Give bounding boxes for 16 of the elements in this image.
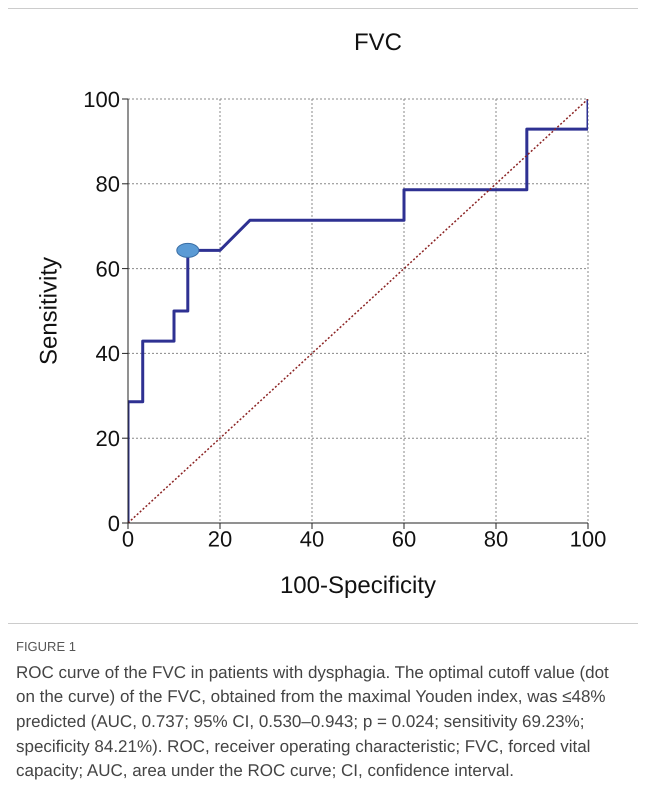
x-tick-label: 40 [300,526,324,552]
x-axis-title: 100-Specificity [280,572,436,599]
text: ROC curve of the FVC in patients with dysphagia. The optimal cutoff value (dot on the curve) of the FVC, obtained from the maximal Youden index, was ≤48% predicted (AUC, 0.737; 95% CI, 0.530–0.943; p = 0.024; sensitivity 69.23%; specificity 84.21%). ROC, receiver operating characteristic; FVC, forced vital capacity; AUC, area under the ROC curve; CI, confidence interval. [16,662,610,782]
caption: FIGURE 1 [16,638,77,656]
y-tick-label: 100 [83,86,120,112]
y-tick-label: 40 [96,341,120,366]
y-tick-label: 20 [96,426,120,452]
y-axis-title: Sensitivity [36,256,63,366]
y-tick-label: 0 [108,510,120,536]
x-tick-label: 20 [208,526,232,552]
x-tick-label: 100 [570,526,606,552]
y-tick-label: 80 [96,172,120,197]
x-tick-label: 80 [484,526,508,552]
y-tick-label: 60 [96,256,120,282]
chart-title: FVC [353,29,403,57]
x-tick-label: 60 [392,526,416,552]
